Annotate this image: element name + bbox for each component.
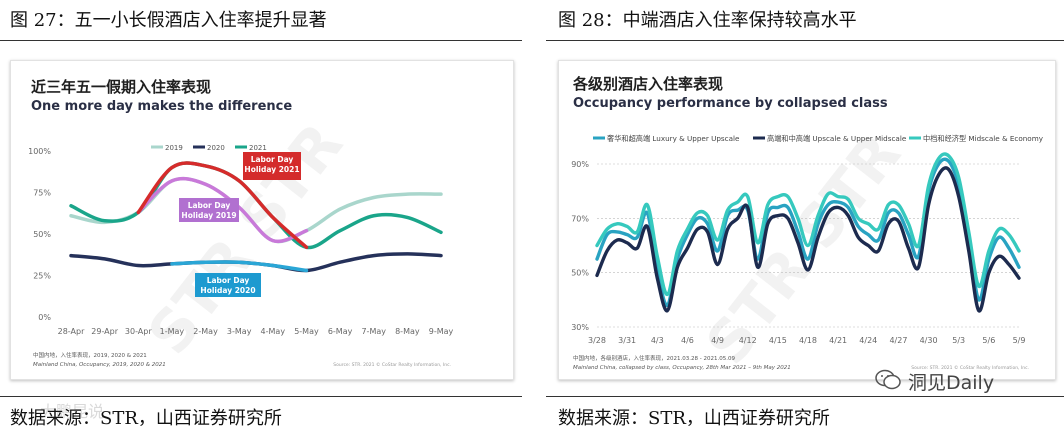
x-tick-label: 4/12 (739, 336, 757, 345)
x-tick-label: 3/31 (618, 336, 636, 345)
bottom-rule (546, 396, 1064, 397)
y-tick-label: 50% (571, 269, 589, 278)
source-note: 数据来源：STR，山西证券研究所 (10, 408, 282, 429)
legend-label: 2019 (165, 144, 183, 152)
annotation-box (179, 198, 239, 222)
x-tick-label: 3/28 (588, 336, 606, 345)
chart-card: STR STR 近三年五一假期入住率表现 One more day makes th… (10, 60, 514, 380)
x-tick-label: 4/18 (799, 336, 817, 345)
x-tick-label: 4/21 (829, 336, 847, 345)
figure-title: 图 27：五一小长假酒店入住率提升显著 (10, 10, 327, 31)
x-tick-label: 9-May (429, 327, 454, 336)
x-tick-label: 4/30 (920, 336, 938, 345)
footnote-en: Mainland China, Occupancy, 2019, 2020 & … (33, 362, 166, 368)
credit: Source: STR. 2021 © CoStar Realty Inform… (333, 361, 451, 368)
bottom-rule (0, 396, 522, 397)
annotation-label: Labor Day (207, 276, 250, 285)
x-tick-label: 6-May (328, 327, 353, 336)
x-tick-label: 4/6 (681, 336, 694, 345)
y-tick-label: 0% (38, 313, 51, 322)
series-line (595, 152, 1021, 297)
wechat-icon (874, 368, 902, 392)
chart-subtitle: Occupancy performance by collapsed class (573, 96, 888, 111)
top-rule (546, 40, 1064, 41)
footnote-cn: 中国内地，入住率表现，2019, 2020 & 2021 (33, 351, 147, 359)
x-tick-label: 8-May (395, 327, 420, 336)
x-tick-label: 4-May (261, 327, 286, 336)
x-tick-label: 30-Apr (125, 327, 152, 336)
source-note: 数据来源：STR，山西证券研究所 (558, 408, 830, 429)
annotation-label: Holiday 2019 (181, 211, 236, 220)
y-tick-label: 90% (571, 160, 589, 169)
series-line (595, 166, 1021, 313)
y-tick-label: 100% (28, 147, 51, 156)
x-tick-label: 5/9 (1013, 336, 1026, 345)
chart-card: STR STR 各级别酒店入住率表现 Occupancy performance b… (558, 60, 1056, 380)
x-tick-label: 4/24 (859, 336, 877, 345)
chart-title: 各级别酒店入住率表现 (572, 75, 723, 93)
holiday-highlight-2019 (136, 176, 309, 244)
x-tick-label: 7-May (361, 327, 386, 336)
x-tick-label: 1-May (160, 327, 185, 336)
x-tick-label: 5/3 (952, 336, 965, 345)
annotation-box (243, 152, 301, 180)
holiday-highlight-2021 (136, 161, 309, 250)
top-rule (0, 40, 522, 41)
footnote-en: Mainland China, collapsed by class, Occu… (573, 365, 791, 371)
legend-label: 2021 (249, 144, 267, 152)
y-tick-label: 25% (33, 272, 51, 281)
annotation-label: Labor Day (188, 201, 231, 210)
x-tick-label: 3-May (227, 327, 252, 336)
watermark: 大鹏昆说 (40, 402, 105, 421)
series-line (595, 157, 1021, 307)
credit: Source: STR. 2021 © CoStar Realty Inform… (911, 364, 1029, 371)
right-panel: 图 28：中端酒店入住率保持较高水平 STR STR 各级别酒店入住率表现 Occu… (546, 0, 1064, 431)
chart-title: 近三年五一假期入住率表现 (31, 78, 211, 96)
x-tick-label: 28-Apr (58, 327, 85, 336)
x-tick-label: 4/15 (769, 336, 787, 345)
holiday-highlight-2020 (170, 260, 309, 273)
footnote-cn: 中国内地，各级别酒店，入住率表现，2021.03.28 - 2021.05.09 (573, 354, 735, 362)
annotation-label: Holiday 2020 (200, 286, 255, 295)
y-tick-label: 30% (571, 323, 589, 332)
annotation-label: Holiday 2021 (244, 165, 299, 174)
x-tick-label: 5/6 (982, 336, 995, 345)
annotation-box (195, 273, 261, 297)
x-tick-label: 2-May (193, 327, 218, 336)
legend-label: 中档和经济型 Midscale & Economy (923, 134, 1044, 143)
legend-label: 高端和中高端 Upscale & Upper Midscale (767, 134, 907, 143)
x-tick-label: 29-Apr (91, 327, 118, 336)
x-tick-label: 5-May (294, 327, 319, 336)
x-tick-label: 4/3 (651, 336, 664, 345)
x-tick-label: 4/27 (889, 336, 907, 345)
left-panel: 图 27：五一小长假酒店入住率提升显著 STR STR 近三年五一假期入住率表现 O… (0, 0, 522, 431)
annotation-label: Labor Day (251, 155, 294, 164)
y-tick-label: 75% (33, 189, 51, 198)
y-tick-label: 50% (33, 230, 51, 239)
watermark: 洞见Daily (908, 372, 995, 394)
figure-title: 图 28：中端酒店入住率保持较高水平 (558, 10, 857, 31)
legend-label: 奢华和超高端 Luxury & Upper Upscale (607, 134, 740, 143)
x-tick-label: 4/9 (711, 336, 724, 345)
legend-label: 2020 (207, 144, 225, 152)
y-tick-label: 70% (571, 214, 589, 223)
chart-subtitle: One more day makes the difference (31, 99, 292, 114)
